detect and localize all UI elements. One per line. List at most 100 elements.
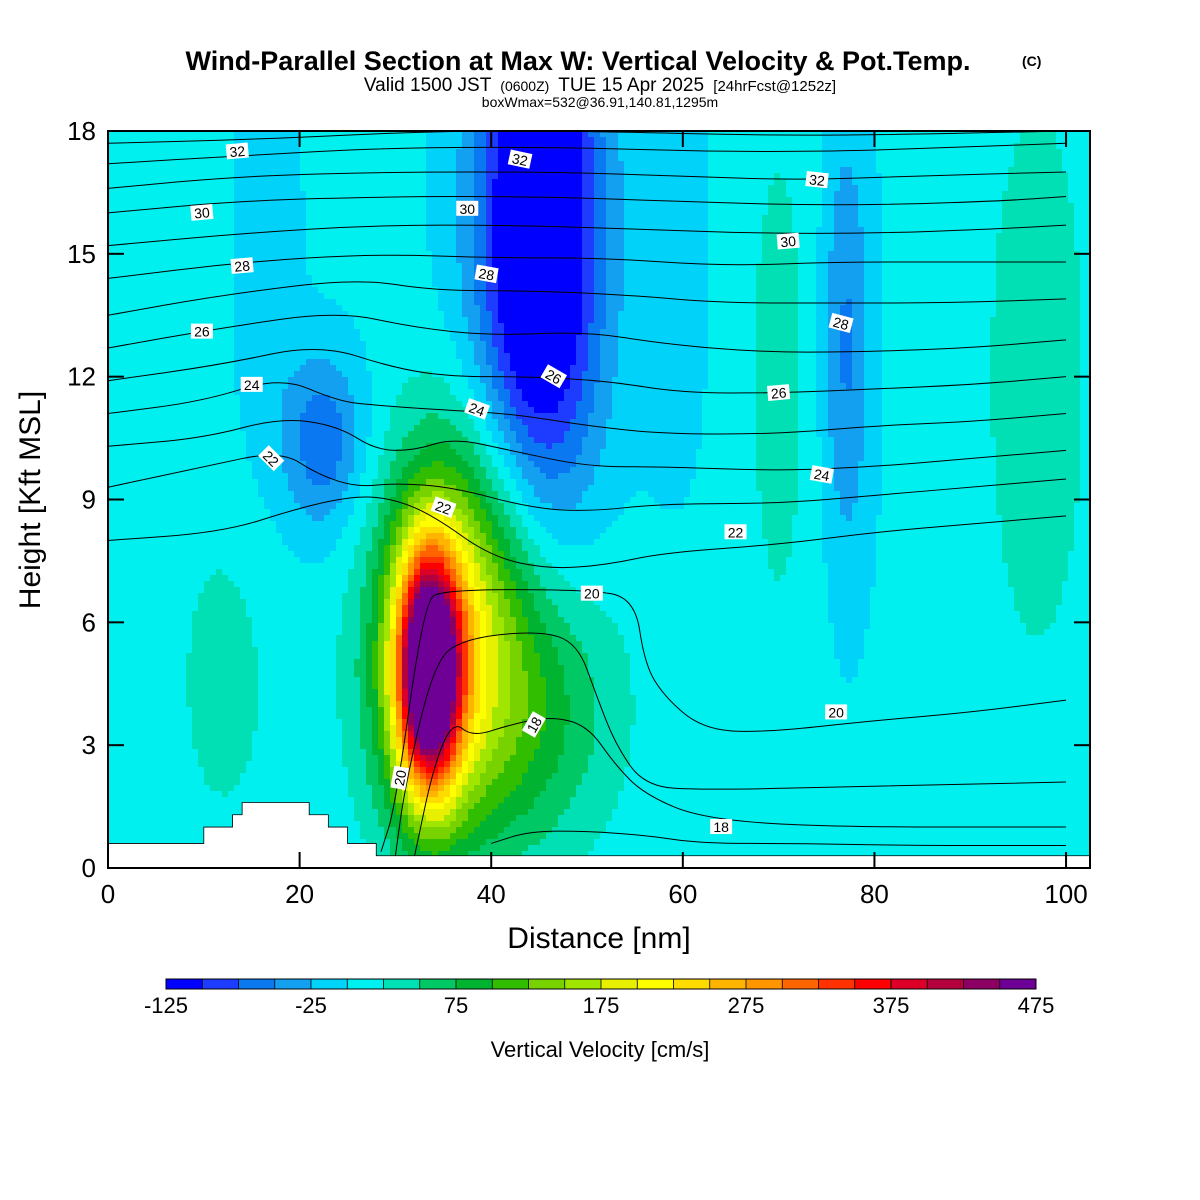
w-cell	[576, 221, 583, 228]
w-cell	[696, 293, 703, 300]
w-cell	[150, 143, 157, 150]
w-cell	[312, 257, 319, 264]
w-cell	[678, 167, 685, 174]
w-cell	[486, 263, 493, 270]
w-cell	[108, 137, 115, 144]
w-cell	[126, 131, 133, 138]
w-cell	[870, 155, 877, 162]
w-cell	[414, 221, 421, 228]
w-cell	[894, 263, 901, 270]
w-cell	[132, 245, 139, 252]
w-cell	[108, 173, 115, 180]
w-cell	[876, 239, 883, 246]
w-cell	[960, 131, 967, 138]
w-cell	[618, 227, 625, 234]
w-cell	[108, 305, 115, 312]
w-cell	[348, 161, 355, 168]
w-cell	[1056, 287, 1063, 294]
w-cell	[894, 215, 901, 222]
w-cell	[234, 227, 241, 234]
w-cell	[522, 227, 529, 234]
w-cell	[234, 281, 241, 288]
w-cell	[552, 191, 559, 198]
w-cell	[1020, 143, 1027, 150]
w-cell	[228, 209, 235, 216]
w-cell	[564, 287, 571, 294]
w-cell	[912, 155, 919, 162]
w-cell	[714, 227, 721, 234]
w-cell	[1038, 173, 1045, 180]
w-cell	[594, 167, 601, 174]
w-cell	[390, 227, 397, 234]
w-cell	[840, 143, 847, 150]
w-cell	[504, 215, 511, 222]
w-cell	[948, 209, 955, 216]
w-cell	[372, 185, 379, 192]
w-cell	[174, 191, 181, 198]
w-cell	[432, 131, 439, 138]
w-cell	[450, 299, 457, 306]
w-cell	[750, 221, 757, 228]
w-cell	[690, 155, 697, 162]
w-cell	[1020, 257, 1027, 264]
w-cell	[186, 131, 193, 138]
w-cell	[348, 197, 355, 204]
w-cell	[312, 245, 319, 252]
w-cell	[516, 263, 523, 270]
w-cell	[984, 215, 991, 222]
w-cell	[996, 257, 1003, 264]
w-cell	[618, 257, 625, 264]
w-cell	[906, 239, 913, 246]
w-cell	[486, 305, 493, 312]
w-cell	[750, 275, 757, 282]
w-cell	[360, 203, 367, 210]
w-cell	[702, 167, 709, 174]
w-cell	[264, 245, 271, 252]
w-cell	[1056, 137, 1063, 144]
w-cell	[210, 227, 217, 234]
w-cell	[264, 131, 271, 138]
w-cell	[264, 251, 271, 258]
w-cell	[648, 275, 655, 282]
w-cell	[996, 287, 1003, 294]
w-cell	[540, 209, 547, 216]
w-cell	[864, 191, 871, 198]
w-cell	[822, 251, 829, 258]
w-cell	[636, 281, 643, 288]
w-cell	[810, 263, 817, 270]
w-cell	[594, 185, 601, 192]
w-cell	[1002, 161, 1009, 168]
w-cell	[192, 293, 199, 300]
w-cell	[642, 257, 649, 264]
w-cell	[1014, 239, 1021, 246]
w-cell	[414, 299, 421, 306]
w-cell	[588, 227, 595, 234]
w-cell	[960, 173, 967, 180]
w-cell	[504, 131, 511, 138]
w-cell	[774, 263, 781, 270]
w-cell	[1056, 269, 1063, 276]
w-cell	[672, 185, 679, 192]
w-cell	[144, 191, 151, 198]
w-cell	[1050, 293, 1057, 300]
w-cell	[1038, 221, 1045, 228]
w-cell	[876, 143, 883, 150]
w-cell	[888, 251, 895, 258]
w-cell	[300, 185, 307, 192]
w-cell	[198, 233, 205, 240]
w-cell	[924, 179, 931, 186]
w-cell	[684, 275, 691, 282]
w-cell	[108, 203, 115, 210]
w-cell	[744, 197, 751, 204]
w-cell	[132, 197, 139, 204]
w-cell	[498, 275, 505, 282]
w-cell	[582, 215, 589, 222]
w-cell	[858, 221, 865, 228]
w-cell	[276, 305, 283, 312]
w-cell	[588, 167, 595, 174]
w-cell	[576, 143, 583, 150]
w-cell	[678, 137, 685, 144]
w-cell	[780, 215, 787, 222]
w-cell	[372, 257, 379, 264]
w-cell	[168, 239, 175, 246]
